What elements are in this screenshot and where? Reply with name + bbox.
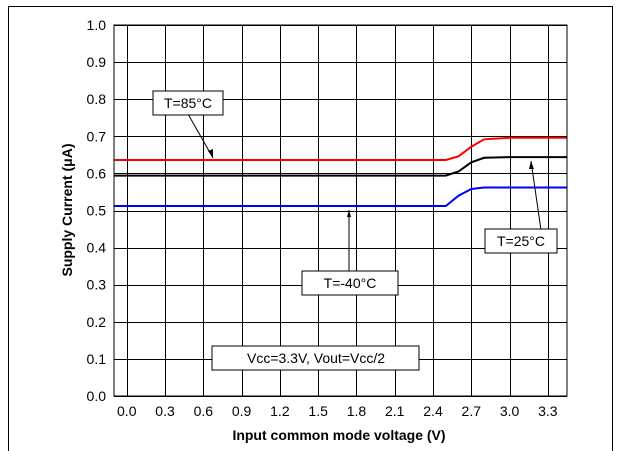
conditions-label: Vcc=3.3V, Vout=Vcc/2 (247, 350, 385, 366)
pointer-m40c-arrowhead (347, 210, 351, 217)
y-axis-title: Supply Current (μA) (59, 143, 75, 276)
y-tick-label: 0.0 (87, 388, 107, 404)
y-tick-label: 0.4 (87, 240, 107, 256)
x-tick-label: 2.1 (385, 403, 405, 419)
x-axis-title: Input common mode voltage (V) (232, 427, 445, 443)
y-tick-labels: 0.0 0.1 0.2 0.3 0.4 0.5 0.6 0.7 0.8 0.9 1.0 (87, 17, 107, 404)
x-tick-label: 0.6 (194, 403, 214, 419)
plot-frame (113, 24, 568, 397)
y-tick-label: 0.6 (87, 165, 107, 181)
annotation-m40c: T=-40°C (324, 275, 377, 291)
series-line-t-25-c (114, 156, 567, 177)
x-tick-label: 2.4 (423, 403, 443, 419)
y-tick-label: 0.5 (87, 203, 107, 219)
annotation-25c-box (484, 228, 558, 254)
pointer-85c-arrowhead (208, 149, 213, 158)
annotation-m40c-box (301, 270, 399, 296)
x-tick-label: 3.0 (500, 403, 520, 419)
series-line-t-40-c (114, 186, 567, 207)
x-tick-label: 1.5 (308, 403, 328, 419)
x-tick-label: 3.3 (538, 403, 558, 419)
pointer-25c-arrowhead (529, 161, 534, 169)
x-tick-label: 0.9 (232, 403, 252, 419)
x-tick-label: 0.0 (117, 403, 137, 419)
grid (114, 25, 567, 397)
series-line-t-85-c (114, 136, 567, 161)
conditions-box (211, 345, 420, 371)
pointer-25c (530, 160, 542, 231)
annotation-25c: T=25°C (497, 233, 545, 249)
x-tick-label: 1.8 (347, 403, 367, 419)
x-tick-label: 2.7 (462, 403, 482, 419)
y-tick-label: 0.9 (87, 54, 107, 70)
x-tick-label: 0.3 (155, 403, 175, 419)
annotation-85c-box (152, 90, 224, 116)
x-tick-labels: 0.0 0.3 0.6 0.9 1.2 1.5 1.8 2.1 2.4 2.7 3.0 3.3 (117, 403, 558, 419)
series-layer (114, 136, 567, 207)
y-tick-label: 0.2 (87, 314, 107, 330)
y-tick-label: 0.1 (87, 351, 107, 367)
x-tick-label: 1.2 (270, 403, 290, 419)
y-tick-label: 1.0 (87, 17, 107, 33)
y-tick-label: 0.7 (87, 128, 107, 144)
annotation-85c: T=85°C (164, 95, 212, 111)
y-tick-label: 0.3 (87, 277, 107, 293)
y-tick-label: 0.8 (87, 91, 107, 107)
